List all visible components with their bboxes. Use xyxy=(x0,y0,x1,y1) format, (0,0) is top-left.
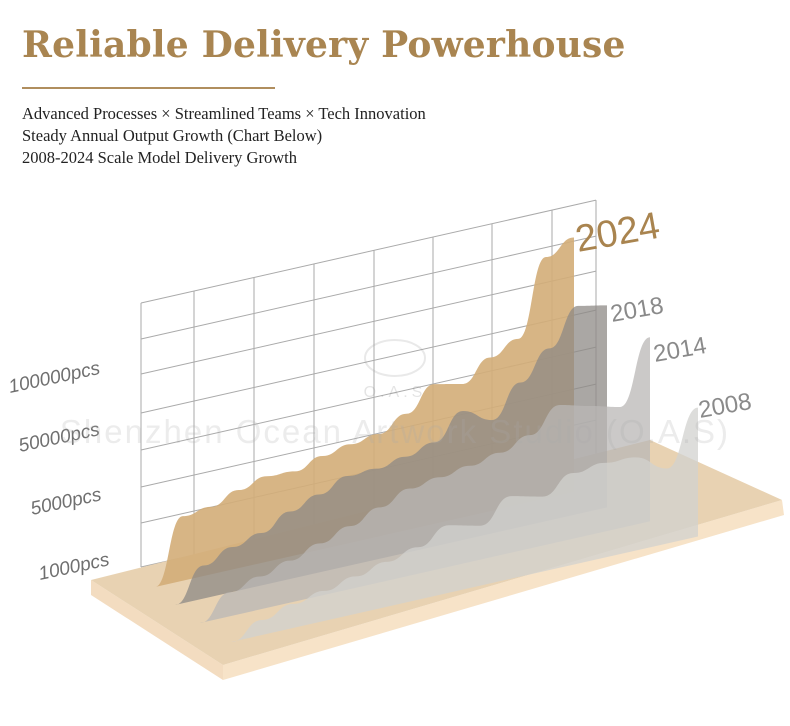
grid-line-horizontal xyxy=(140,270,597,375)
y-tick-label: 5000pcs xyxy=(29,484,104,520)
grid-line-horizontal xyxy=(140,235,597,340)
watermark-logo-text: O.A.S xyxy=(364,384,427,401)
series-area-2014 xyxy=(200,337,650,623)
series-areas xyxy=(155,237,698,642)
watermark-text: Shenzhen Ocean Artwork Studio (O.A.S) xyxy=(60,413,730,450)
back-grid xyxy=(140,199,597,568)
y-axis-labels: 1000pcs 5000pcs 50000pcs 100000pcs xyxy=(7,358,112,585)
floor-side-left xyxy=(91,580,223,680)
series-area-2008 xyxy=(231,407,698,642)
grid-line-horizontal xyxy=(140,309,597,414)
title-underline xyxy=(22,87,275,89)
subtitle-line-3: 2008-2024 Scale Model Delivery Growth xyxy=(22,148,297,167)
grid-line-horizontal xyxy=(140,199,597,304)
series-label-2024: 2024 xyxy=(572,205,663,261)
watermark-logo-icon xyxy=(364,339,426,377)
series-label-2014: 2014 xyxy=(651,332,708,368)
page-title: Reliable Delivery Powerhouse xyxy=(22,24,626,66)
subtitle-line-1: Advanced Processes × Streamlined Teams ×… xyxy=(22,104,426,123)
series-label-2018: 2018 xyxy=(608,292,665,328)
subtitle-line-2: Steady Annual Output Growth (Chart Below… xyxy=(22,126,323,145)
watermark: O.A.S Shenzhen Ocean Artwork Studio (O.A… xyxy=(60,339,730,450)
y-tick-label: 100000pcs xyxy=(7,358,103,398)
